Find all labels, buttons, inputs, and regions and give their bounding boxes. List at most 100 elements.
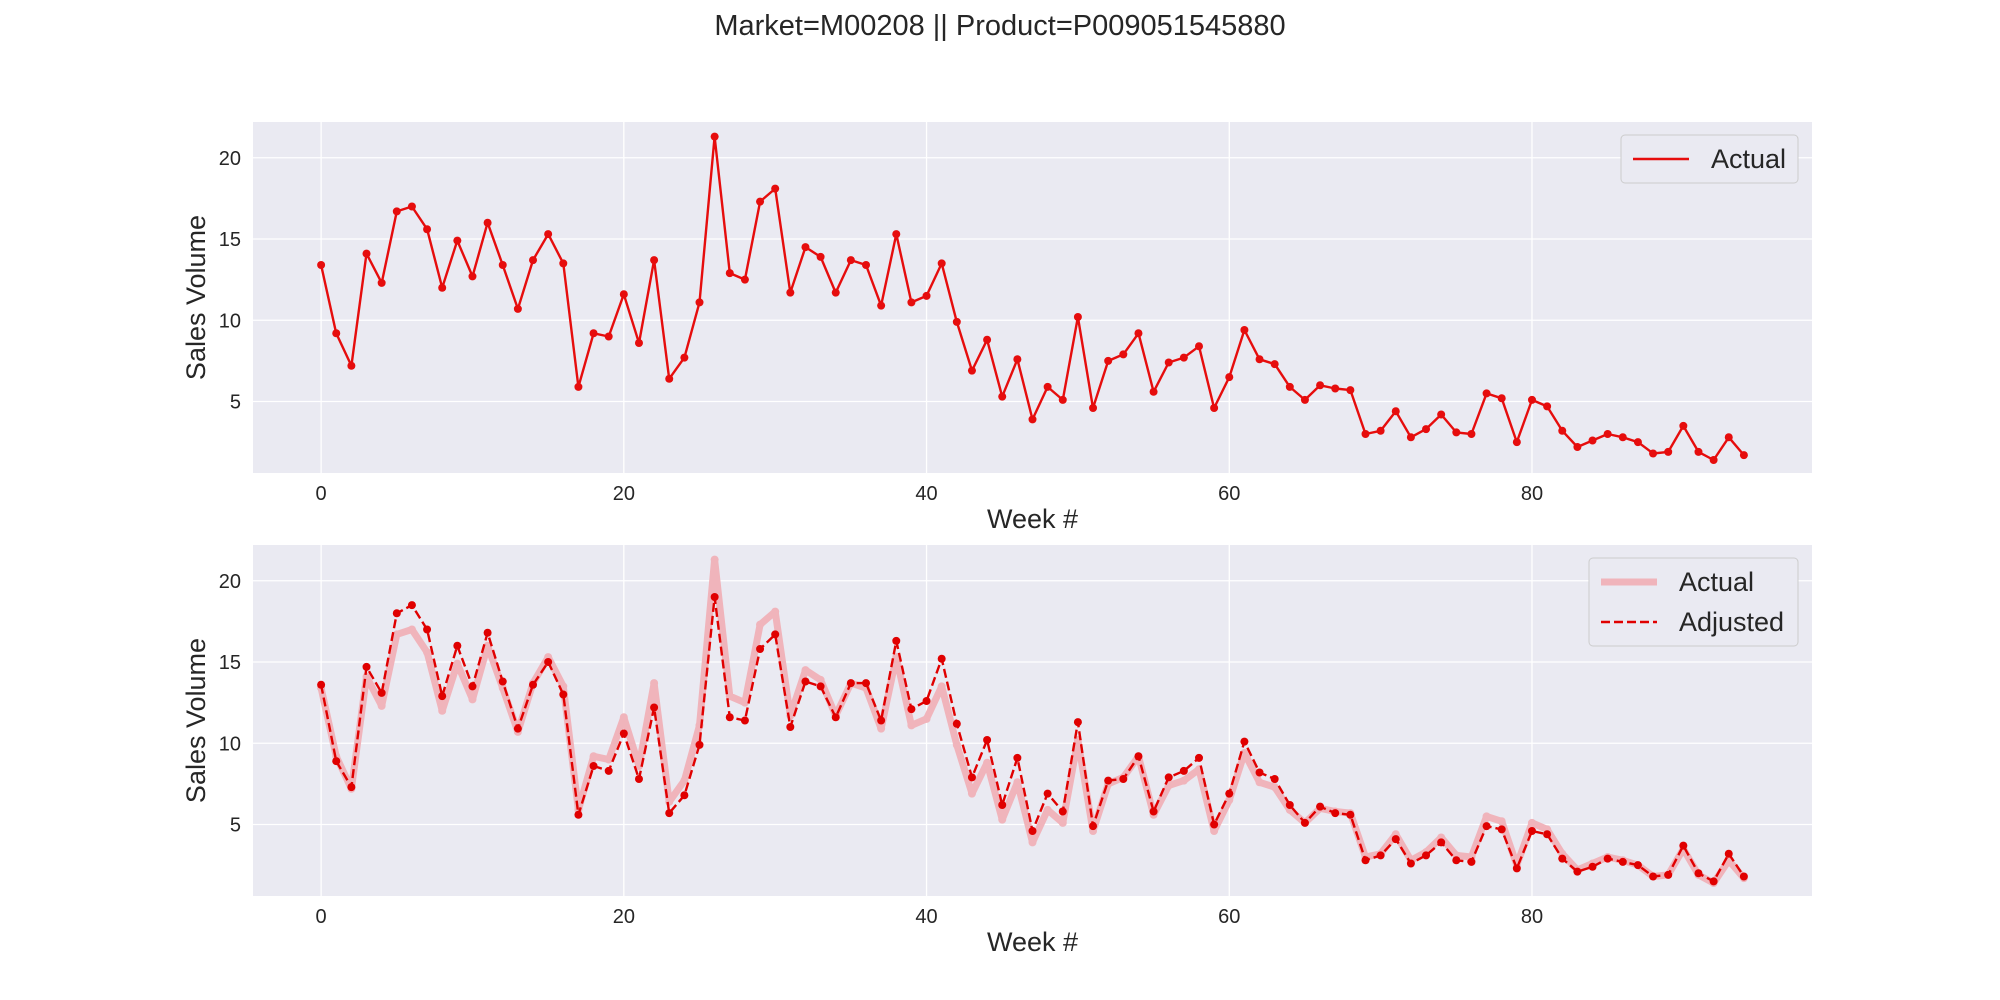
- data-point: [1679, 421, 1688, 430]
- data-point: [1694, 869, 1703, 878]
- data-point: [1422, 851, 1431, 860]
- data-point: [922, 697, 931, 705]
- data-point: [1073, 313, 1082, 321]
- x-tick-label: 20: [613, 906, 635, 928]
- data-point: [1164, 358, 1173, 367]
- data-point: [1512, 438, 1521, 447]
- data-point: [468, 272, 477, 281]
- series-adjusted: [317, 593, 1748, 886]
- data-point: [529, 256, 538, 265]
- data-point: [983, 758, 992, 767]
- data-point: [1316, 802, 1325, 811]
- x-tick-label: 60: [1218, 906, 1240, 928]
- data-point: [680, 791, 689, 800]
- data-point: [1300, 395, 1309, 404]
- data-point: [483, 641, 492, 650]
- data-point: [1467, 857, 1476, 866]
- data-point: [665, 374, 674, 383]
- data-point: [1482, 822, 1491, 831]
- legend: Actual Adjusted: [1588, 557, 1799, 647]
- data-point: [967, 366, 976, 375]
- data-point: [1361, 430, 1370, 438]
- data-point: [332, 329, 341, 338]
- data-point: [1043, 382, 1052, 391]
- data-point: [1452, 428, 1461, 437]
- x-tick-label: 60: [1218, 483, 1240, 505]
- data-point: [1603, 854, 1612, 863]
- data-point: [1134, 329, 1143, 338]
- y-tick-label: 20: [219, 571, 241, 593]
- data-point: [1240, 737, 1249, 746]
- data-point: [453, 659, 462, 668]
- data-point: [1225, 796, 1234, 805]
- data-point: [1058, 807, 1067, 816]
- data-point: [1527, 395, 1536, 404]
- data-point: [559, 259, 568, 268]
- data-point: [1331, 384, 1340, 393]
- data-point: [1255, 778, 1264, 787]
- data-point: [347, 361, 356, 370]
- data-point: [634, 339, 643, 347]
- data-point: [1664, 870, 1673, 879]
- data-point: [952, 317, 961, 326]
- data-point: [1194, 342, 1203, 351]
- data-point: [1028, 827, 1037, 835]
- data-point: [907, 298, 916, 307]
- data-point: [1361, 856, 1370, 865]
- legend-label: Adjusted: [1679, 607, 1784, 637]
- data-point: [392, 630, 401, 639]
- data-point: [1043, 805, 1052, 814]
- data-point: [695, 298, 704, 307]
- data-point: [650, 679, 659, 688]
- data-point: [1467, 430, 1476, 438]
- data-point: [816, 682, 825, 691]
- data-point: [665, 797, 674, 806]
- data-point: [1119, 350, 1128, 359]
- data-point: [332, 757, 341, 766]
- data-point: [1406, 433, 1415, 442]
- data-point: [1497, 394, 1506, 403]
- data-point: [1225, 373, 1234, 382]
- data-point: [1346, 386, 1355, 395]
- data-point: [1028, 415, 1037, 424]
- data-point: [952, 740, 961, 749]
- data-point: [725, 713, 734, 722]
- data-point: [407, 202, 416, 211]
- data-point: [1104, 776, 1113, 785]
- data-point: [1633, 438, 1642, 447]
- data-point: [786, 288, 795, 297]
- data-point: [1618, 433, 1627, 442]
- data-point: [1497, 817, 1506, 826]
- legend-box: [1620, 134, 1799, 184]
- data-point: [604, 755, 613, 764]
- data-point: [438, 706, 447, 715]
- data-point: [831, 713, 840, 722]
- data-point: [680, 776, 689, 785]
- data-point: [1679, 841, 1688, 850]
- data-point: [1573, 443, 1582, 451]
- data-point: [1376, 851, 1385, 860]
- data-point: [423, 625, 432, 634]
- data-point: [1300, 818, 1309, 827]
- data-point: [907, 705, 916, 714]
- y-tick-label: 20: [219, 148, 241, 170]
- data-point: [1391, 407, 1400, 416]
- data-point: [1255, 768, 1264, 777]
- data-point: [317, 680, 326, 689]
- y-tick-label: 15: [219, 652, 241, 674]
- data-point: [1739, 451, 1748, 460]
- data-point: [589, 329, 598, 338]
- data-point: [1255, 355, 1264, 364]
- data-point: [665, 809, 674, 818]
- data-point: [650, 703, 659, 712]
- data-point: [740, 698, 749, 707]
- y-axis-label: Sales Volume: [181, 638, 211, 803]
- data-point: [619, 713, 628, 722]
- data-point: [801, 243, 810, 252]
- data-point: [1437, 410, 1446, 419]
- data-point: [604, 332, 613, 341]
- data-point: [998, 815, 1007, 824]
- data-point: [1664, 447, 1673, 456]
- data-point: [544, 230, 553, 239]
